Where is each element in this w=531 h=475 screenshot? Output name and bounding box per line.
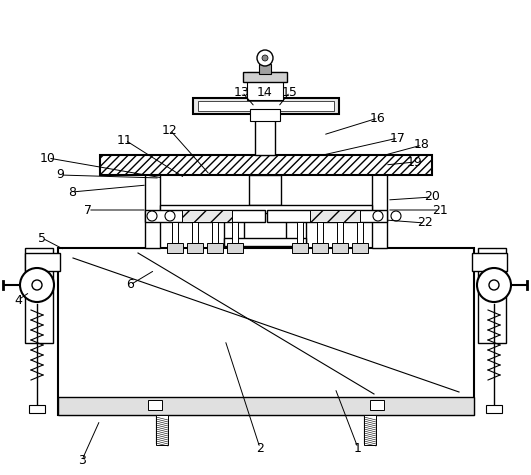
Circle shape (391, 211, 401, 221)
Bar (478, 248, 506, 343)
Text: 15: 15 (282, 86, 298, 98)
Text: 8: 8 (68, 186, 76, 199)
Bar (337, 222, 343, 243)
Bar (286, 213, 306, 243)
Bar (172, 222, 178, 243)
Bar (364, 415, 376, 445)
Bar (259, 64, 271, 74)
Text: 2: 2 (256, 441, 264, 455)
Bar (187, 243, 203, 253)
Text: 3: 3 (78, 454, 86, 466)
Text: 16: 16 (370, 112, 386, 124)
Circle shape (32, 280, 42, 290)
Text: 21: 21 (432, 203, 448, 217)
Text: 11: 11 (117, 133, 133, 146)
Bar (58, 397, 474, 415)
Bar (156, 415, 168, 445)
Bar (207, 243, 223, 253)
Text: 9: 9 (56, 169, 64, 181)
Bar (247, 72, 283, 100)
Bar (332, 243, 348, 253)
Text: 12: 12 (162, 124, 178, 136)
Bar (370, 400, 384, 410)
Bar (312, 243, 328, 253)
Bar (224, 213, 244, 243)
Bar (250, 109, 280, 121)
Bar (198, 101, 334, 111)
Bar (25, 253, 60, 271)
Bar (25, 248, 53, 343)
Bar (160, 205, 372, 213)
Bar (58, 248, 474, 415)
Text: 10: 10 (40, 152, 56, 164)
Text: 19: 19 (407, 155, 423, 169)
Circle shape (262, 55, 268, 61)
Text: 18: 18 (414, 139, 430, 152)
Bar (145, 155, 160, 248)
Bar (167, 243, 183, 253)
Bar (357, 222, 363, 243)
Bar (193, 98, 339, 114)
Bar (292, 243, 308, 253)
Text: 14: 14 (257, 86, 273, 98)
Bar (255, 114, 275, 155)
Text: 13: 13 (234, 86, 250, 98)
Bar (212, 222, 218, 243)
Text: 22: 22 (417, 217, 433, 229)
Text: 17: 17 (390, 132, 406, 144)
Text: 1: 1 (354, 441, 362, 455)
Circle shape (257, 50, 273, 66)
Bar (148, 400, 162, 410)
Circle shape (147, 211, 157, 221)
Bar (232, 222, 238, 243)
Bar (372, 155, 387, 248)
Text: 4: 4 (14, 294, 22, 306)
Bar (310, 210, 360, 222)
Text: 20: 20 (424, 190, 440, 203)
Bar (317, 222, 323, 243)
Bar (145, 210, 265, 222)
Circle shape (489, 280, 499, 290)
Bar (297, 222, 303, 243)
Bar (486, 405, 502, 413)
Bar (267, 210, 387, 222)
Bar (352, 243, 368, 253)
Bar (29, 405, 45, 413)
Circle shape (373, 211, 383, 221)
Bar (100, 155, 432, 175)
Text: 5: 5 (38, 231, 46, 245)
Bar (192, 222, 198, 243)
Circle shape (20, 268, 54, 302)
Bar (182, 210, 232, 222)
Bar (243, 72, 287, 82)
Circle shape (165, 211, 175, 221)
Bar (472, 253, 507, 271)
Bar (227, 243, 243, 253)
Circle shape (477, 268, 511, 302)
Text: 7: 7 (84, 203, 92, 217)
Bar (249, 175, 281, 205)
Bar (224, 238, 306, 246)
Text: 6: 6 (126, 278, 134, 292)
